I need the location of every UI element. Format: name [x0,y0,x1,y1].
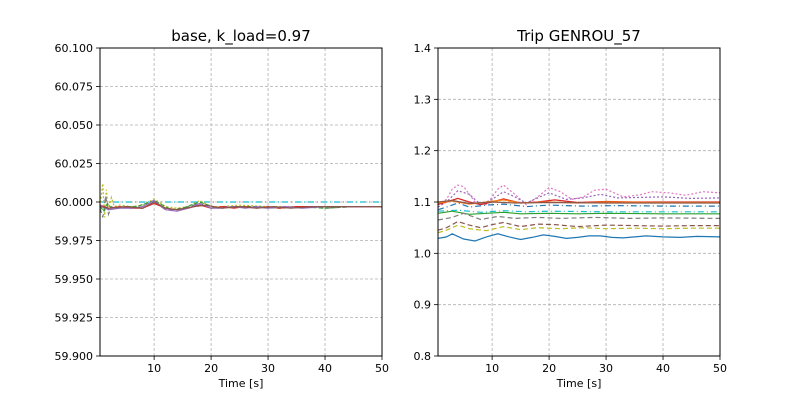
chart-title: Trip GENROU_57 [516,27,641,46]
x-ticks: 10 20 30 40 50 [485,356,727,375]
series-line [437,224,720,234]
y-tick-label: 1.3 [414,93,432,106]
y-tick-label: 60.050 [55,119,94,132]
y-tick-label: 59.975 [55,235,94,248]
series-lines [99,183,382,218]
y-tick-label: 1.0 [414,247,432,260]
series-line [99,201,382,211]
y-ticks: 59.900 59.925 59.950 59.975 60.000 60.025 60.0… [55,42,100,363]
x-axis-label: Time [s] [556,377,602,390]
y-tick-label: 59.925 [55,312,94,325]
y-tick-label: 1.1 [414,196,432,209]
chart-title: base, k_load=0.97 [171,27,311,46]
series-line [437,190,721,208]
y-tick-label: 1.2 [414,145,432,158]
y-tick-label: 1.4 [414,42,432,55]
series-line [437,202,720,211]
x-axis-label: Time [s] [218,377,264,390]
y-tick-label: 60.025 [55,158,94,171]
y-tick-label: 60.100 [55,42,94,55]
series-line [437,199,720,205]
x-tick-label: 50 [375,362,389,375]
y-tick-label: 0.9 [414,299,432,312]
y-tick-label: 60.075 [55,81,94,94]
x-tick-label: 50 [713,362,727,375]
grid-lines [438,47,721,357]
y-ticks: 0.8 0.9 1.0 1.1 1.2 1.3 1.4 [414,42,438,363]
y-tick-label: 60.000 [55,196,94,209]
chart-panel-base: 10 20 30 40 50 59.900 59.925 59.950 59.975 60.00… [55,27,390,390]
y-tick-label: 59.950 [55,273,94,286]
y-tick-label: 0.8 [414,350,432,363]
series-line [437,209,720,213]
x-tick-label: 10 [147,362,161,375]
series-lines [437,184,721,242]
x-tick-label: 30 [599,362,613,375]
y-tick-label: 59.900 [55,350,94,363]
x-tick-label: 20 [204,362,218,375]
series-line [437,233,721,242]
x-tick-label: 40 [656,362,670,375]
x-ticks: 10 20 30 40 50 [147,356,389,375]
series-line [437,220,720,231]
series-line [437,212,721,221]
x-tick-label: 30 [261,362,275,375]
x-tick-label: 10 [485,362,499,375]
chart-panel-trip: 10 20 30 40 50 0.8 0.9 1.0 1.1 1.2 1.3 1.4 Trip GE… [414,27,728,390]
x-tick-label: 40 [318,362,332,375]
x-tick-label: 20 [542,362,556,375]
